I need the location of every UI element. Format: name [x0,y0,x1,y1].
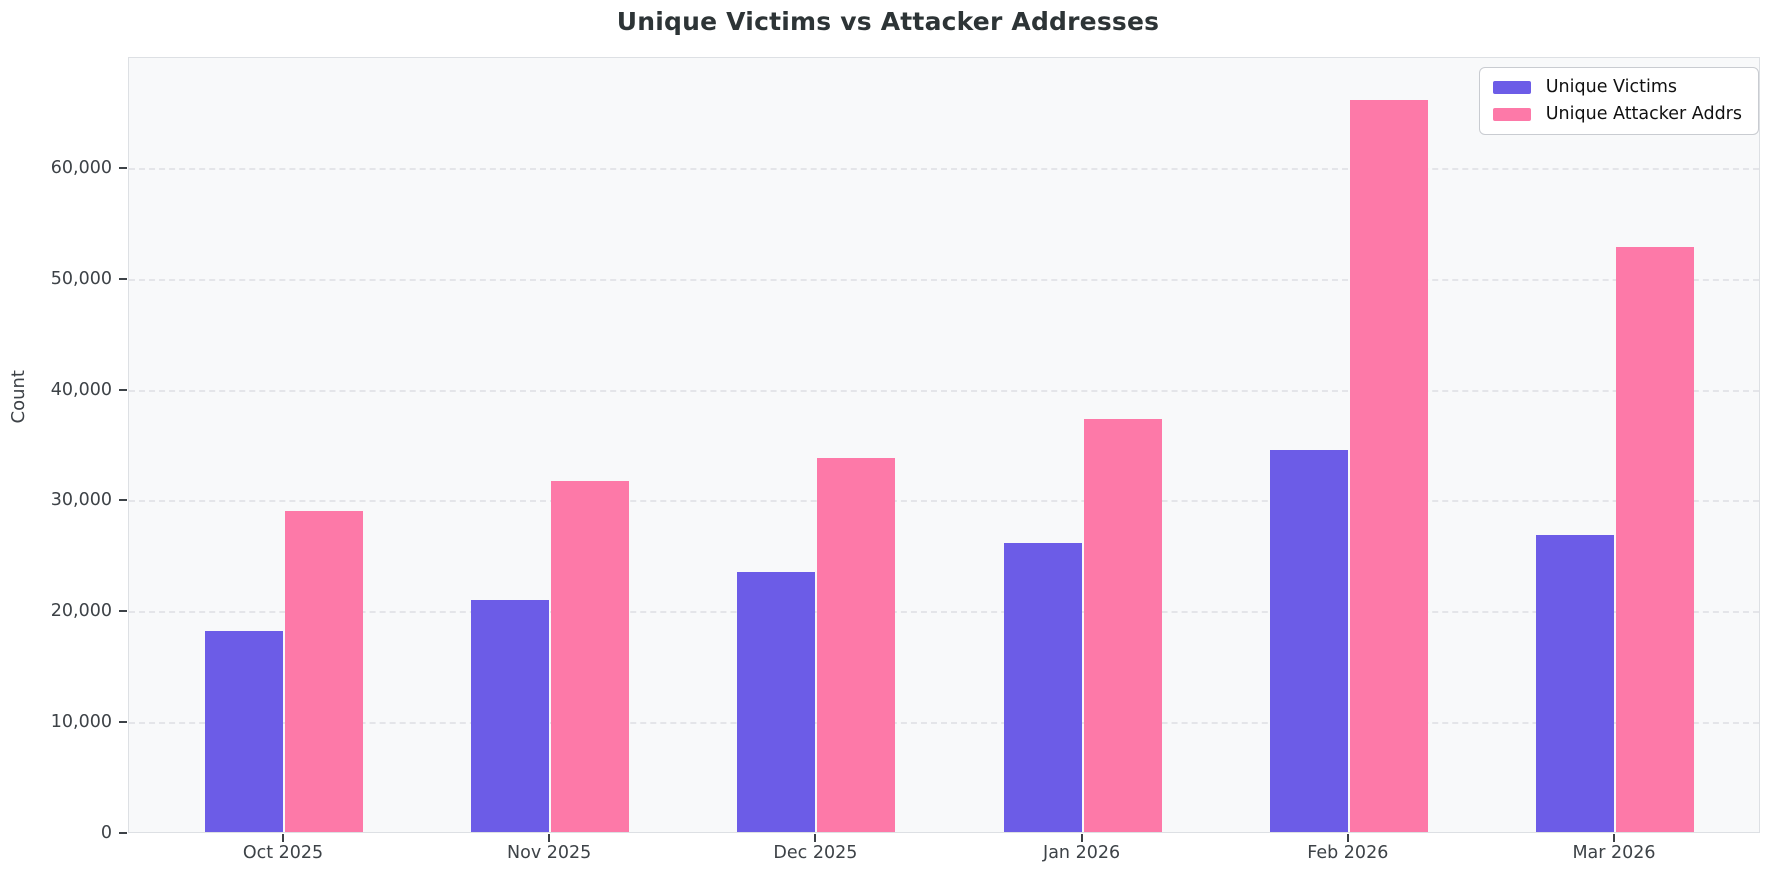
x-tick-label-jan-2026: Jan 2026 [1043,843,1121,863]
x-tick-mark [1346,834,1349,842]
y-tick-mark [119,832,127,834]
gridline-30000 [129,500,1759,503]
x-tick-label-dec-2025: Dec 2025 [773,843,858,863]
chart-title: Unique Victims vs Attacker Addresses [616,7,1160,36]
y-tick-mark [119,277,127,280]
bar-unique-victims-dec-2025 [737,571,816,832]
x-tick-mark [548,834,551,842]
legend-item-unique-attacker-addrs: Unique Attacker Addrs [1492,104,1742,124]
y-tick-mark [119,388,127,391]
y-tick-label: 40,000 [50,379,112,400]
y-tick-mark [119,610,127,613]
legend-label: Unique Victims [1545,77,1677,97]
x-tick-label-oct-2025: Oct 2025 [242,843,324,863]
legend-item-unique-victims: Unique Victims [1492,77,1742,97]
bar-unique-attacker-addrs-oct-2025 [285,510,363,832]
x-tick-label-feb-2026: Feb 2026 [1307,843,1389,863]
y-tick-mark [119,721,127,724]
gridline-20000 [129,611,1759,614]
x-tick-mark [1613,834,1615,842]
bar-unique-victims-mar-2026 [1536,534,1614,832]
legend-label: Unique Attacker Addrs [1545,104,1742,124]
gridline-50000 [129,278,1759,281]
gridline-60000 [129,167,1759,170]
legend-swatch-icon [1492,80,1531,94]
legend: Unique Victims Unique Attacker Addrs [1478,67,1759,135]
bar-unique-attacker-addrs-feb-2026 [1349,100,1428,832]
legend-swatch-icon [1492,107,1531,121]
bar-unique-attacker-addrs-mar-2026 [1616,246,1694,832]
y-tick-label: 50,000 [50,268,112,289]
gridline-40000 [129,389,1759,392]
y-tick-label: 60,000 [50,157,112,178]
y-tick-label: 0 [100,823,112,843]
plot-area [128,57,1760,833]
y-tick-label: 10,000 [50,712,112,733]
y-tick-mark [119,499,127,502]
gridline-10000 [129,722,1759,725]
x-tick-mark [814,834,817,842]
bar-unique-attacker-addrs-nov-2025 [551,480,630,832]
x-tick-mark [282,834,284,842]
bar-unique-attacker-addrs-jan-2026 [1083,418,1162,832]
x-tick-mark [1080,834,1083,842]
bar-unique-attacker-addrs-dec-2025 [817,458,896,832]
bar-unique-victims-feb-2026 [1269,449,1348,832]
x-tick-label-mar-2026: Mar 2026 [1572,843,1656,863]
bar-unique-victims-jan-2026 [1003,542,1082,832]
bar-unique-victims-nov-2025 [471,600,550,832]
y-tick-label: 30,000 [50,490,112,511]
x-tick-label-nov-2025: Nov 2025 [507,843,592,863]
y-tick-label: 20,000 [50,601,112,622]
bar-unique-victims-oct-2025 [205,631,283,832]
y-tick-mark [119,166,127,169]
